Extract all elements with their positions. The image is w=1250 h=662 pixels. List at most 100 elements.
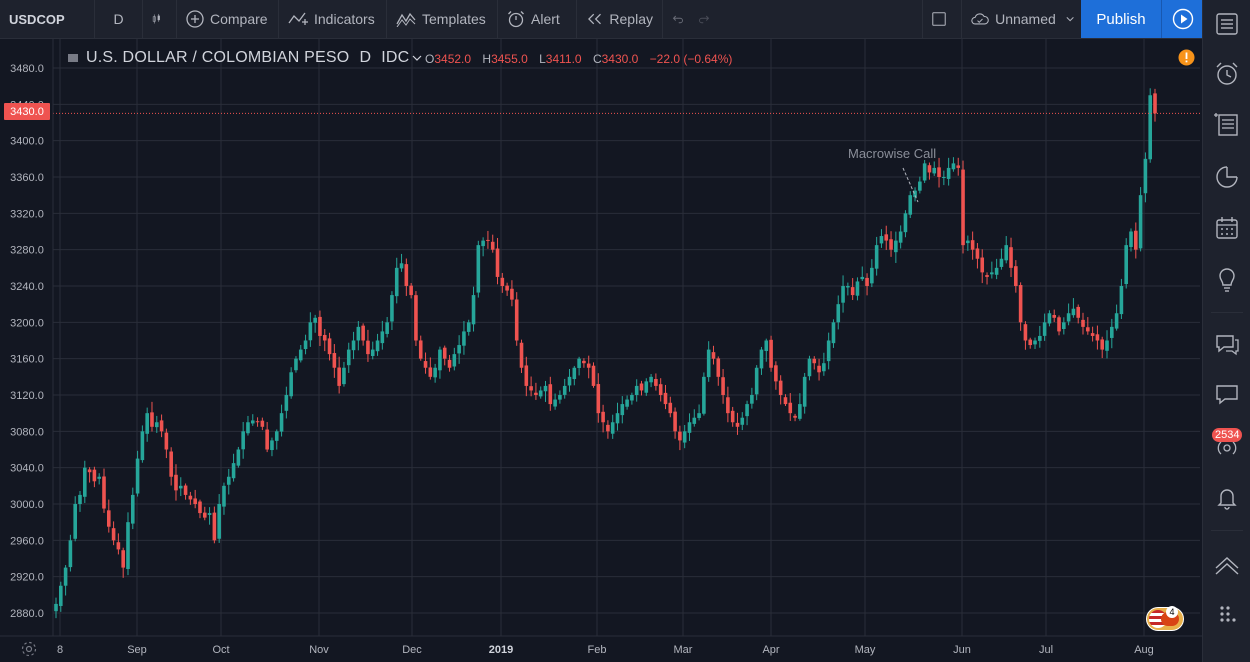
candle-body — [692, 417, 697, 424]
collapse-legend-icon[interactable] — [66, 52, 80, 64]
streams-icon[interactable] — [1213, 434, 1241, 462]
cloud-icon — [971, 13, 989, 25]
calendar-icon[interactable] — [1213, 214, 1241, 242]
undo-icon[interactable] — [672, 12, 684, 26]
price-tick-label: 3320.0 — [10, 208, 44, 220]
templates-button[interactable]: Templates — [387, 0, 498, 38]
candle-body — [1004, 245, 1009, 261]
gear-icon[interactable] — [20, 640, 38, 658]
legend-title[interactable]: U.S. DOLLAR / COLOMBIAN PESO — [86, 49, 350, 66]
save-layout-button[interactable]: Unnamed — [962, 0, 1084, 38]
alert-button[interactable]: Alert — [498, 0, 577, 38]
interval-button[interactable]: D — [95, 0, 143, 38]
candle-body — [831, 322, 836, 344]
time-tick-label: Jul — [1039, 644, 1053, 656]
candle-body — [164, 432, 169, 450]
candle-body — [1095, 334, 1100, 341]
lightbulb-icon[interactable] — [1213, 266, 1241, 294]
replay-button[interactable]: Replay — [577, 0, 663, 38]
last-price-label: 3430.0 — [4, 103, 50, 120]
price-chart[interactable]: 3480.03440.03400.03360.03320.03280.03240… — [0, 39, 1202, 662]
candles-icon — [152, 13, 160, 24]
indicators-button[interactable]: Indicators — [279, 0, 387, 38]
candle-body — [582, 360, 586, 364]
candle-body — [116, 542, 121, 550]
candle-body — [673, 411, 677, 432]
candle-body — [111, 528, 116, 541]
avatar[interactable] — [1146, 607, 1184, 631]
time-tick-label: Dec — [402, 644, 422, 656]
candle-body — [625, 399, 629, 407]
dots-grid-icon[interactable] — [1213, 600, 1241, 628]
candle-body — [759, 349, 764, 369]
candle-body — [303, 340, 308, 350]
compare-button[interactable]: Compare — [177, 0, 279, 38]
bell-icon[interactable] — [1213, 484, 1241, 512]
candle-body — [730, 410, 735, 423]
warning-icon[interactable] — [1178, 49, 1195, 66]
indicators-icon — [288, 12, 308, 25]
candle-body — [106, 510, 111, 527]
candle-body — [812, 358, 817, 364]
collapse-chevron-icon[interactable] — [1213, 550, 1241, 578]
chart-legend: U.S. DOLLAR / COLOMBIAN PESO D IDC — [66, 49, 422, 67]
layout-toggle-button[interactable] — [922, 0, 962, 38]
candle-body — [169, 451, 173, 477]
candle-body — [553, 399, 557, 407]
candle-body — [884, 234, 889, 241]
candle-body — [942, 177, 946, 178]
layout-name: Unnamed — [995, 11, 1056, 27]
low-label: L — [539, 52, 546, 66]
candle-body — [946, 167, 951, 179]
candle-body — [54, 603, 58, 612]
candle-body — [529, 386, 533, 391]
candle-body — [145, 413, 149, 434]
candle-body — [1090, 333, 1095, 336]
publish-button[interactable]: Publish — [1081, 0, 1161, 38]
play-circle-icon — [1172, 8, 1193, 30]
candle-body — [121, 550, 125, 568]
watchlist-icon[interactable] — [1213, 10, 1241, 38]
candle-body — [519, 342, 524, 368]
candle-body — [567, 376, 572, 386]
candle-body — [318, 316, 322, 336]
candle-body — [817, 365, 821, 373]
candle-body — [726, 397, 730, 414]
candle-body — [606, 424, 610, 432]
candle-body — [236, 449, 241, 466]
candle-body — [226, 476, 231, 485]
hotlist-icon[interactable] — [1213, 163, 1241, 191]
redo-icon[interactable] — [698, 12, 710, 26]
candle-body — [394, 267, 399, 297]
candle-body — [1023, 324, 1028, 341]
candle-body — [1009, 247, 1013, 268]
candle-body — [572, 367, 577, 380]
candle-body — [202, 512, 207, 518]
alarm-clock-icon[interactable] — [1213, 60, 1241, 88]
chevron-down-icon[interactable] — [412, 54, 422, 62]
candle-body — [524, 365, 529, 386]
price-tick-label: 3200.0 — [10, 317, 44, 329]
publish-options-button[interactable] — [1161, 0, 1203, 38]
candle-body — [490, 241, 495, 250]
data-window-icon[interactable] — [1213, 110, 1241, 138]
candle-body — [702, 376, 706, 414]
price-tick-label: 2880.0 — [10, 608, 44, 620]
comment-icon[interactable] — [1213, 380, 1241, 408]
chats-icon[interactable] — [1213, 330, 1241, 358]
chart-type-button[interactable] — [143, 0, 177, 38]
candle-body — [1081, 319, 1085, 327]
candle-body — [802, 376, 807, 407]
candle-body — [927, 165, 932, 173]
price-tick-label: 3480.0 — [10, 63, 44, 75]
change-value: −22.0 (−0.64%) — [649, 52, 733, 66]
candle-body — [932, 167, 937, 174]
candle-body — [951, 163, 956, 170]
candle-body — [500, 277, 505, 286]
price-axis: 3480.03440.03400.03360.03320.03280.03240… — [10, 63, 44, 620]
candle-body — [697, 413, 701, 418]
candle-body — [380, 331, 385, 344]
symbol-search-button[interactable]: USDCOP — [0, 0, 95, 38]
indicators-label: Indicators — [314, 11, 375, 27]
top-toolbar: USDCOP D Compare Indicators Templates Al… — [0, 0, 1202, 39]
